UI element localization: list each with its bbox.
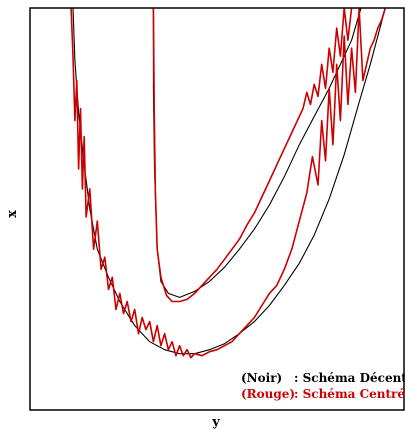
- x-axis-label: y: [211, 415, 220, 430]
- legend-noir-label: : Schéma Décentré: [294, 371, 405, 385]
- series-lines: [70, 8, 387, 359]
- series-line-3: [70, 8, 387, 359]
- legend-rouge-label: : Schéma Centré: [294, 387, 405, 401]
- legend: (Noir) : Schéma Décentré (Rouge) : Schém…: [241, 371, 405, 401]
- y-axis-label: x: [5, 210, 20, 218]
- series-line-4: [152, 8, 353, 303]
- plot-frame: [29, 7, 405, 411]
- series-line-1: [72, 8, 386, 355]
- legend-rouge-prefix: (Rouge): [241, 387, 295, 401]
- legend-noir-prefix: (Noir): [241, 371, 282, 385]
